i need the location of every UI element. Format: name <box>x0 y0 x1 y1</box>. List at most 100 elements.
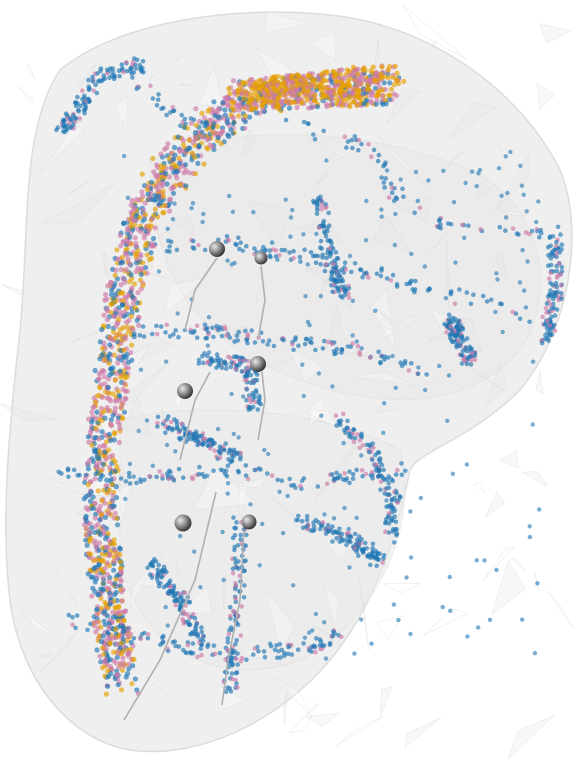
point <box>361 101 367 107</box>
point <box>520 247 525 253</box>
point <box>379 175 385 180</box>
point <box>334 101 340 107</box>
point <box>105 635 111 642</box>
point <box>89 525 95 531</box>
point <box>98 405 104 411</box>
point <box>383 176 389 181</box>
point <box>112 314 118 320</box>
point <box>350 298 355 303</box>
point <box>160 188 166 194</box>
point <box>116 305 122 311</box>
point <box>189 432 195 437</box>
point <box>200 219 205 225</box>
point <box>401 194 406 199</box>
point <box>540 314 545 320</box>
point <box>289 642 294 648</box>
point <box>126 328 132 334</box>
point <box>219 333 225 339</box>
point <box>228 625 234 630</box>
point <box>218 467 224 473</box>
point <box>118 687 125 693</box>
point <box>241 358 247 363</box>
point <box>347 480 352 486</box>
point <box>312 136 318 142</box>
point <box>103 691 109 697</box>
point <box>125 240 131 246</box>
point <box>543 305 549 311</box>
point <box>257 393 262 399</box>
point <box>394 284 400 289</box>
point <box>206 359 211 365</box>
point <box>73 103 79 109</box>
point <box>249 76 255 83</box>
point <box>100 346 106 352</box>
point <box>376 450 382 455</box>
point <box>195 442 200 448</box>
point <box>225 258 230 263</box>
point <box>527 524 532 529</box>
point <box>192 154 198 160</box>
point <box>341 440 346 446</box>
point <box>308 250 314 255</box>
point <box>356 137 362 143</box>
point <box>169 419 174 425</box>
point <box>245 369 251 374</box>
point <box>387 492 392 497</box>
point <box>319 413 324 418</box>
point <box>215 426 221 432</box>
point <box>359 547 365 553</box>
point <box>452 316 458 322</box>
point <box>92 435 98 441</box>
point <box>256 649 261 654</box>
point <box>126 628 131 634</box>
mesh-facet <box>376 615 403 641</box>
point <box>354 537 360 543</box>
point <box>215 106 221 112</box>
point <box>110 635 116 641</box>
point <box>548 280 553 286</box>
point <box>212 448 217 454</box>
point <box>330 384 335 389</box>
mesh-facet <box>358 576 370 651</box>
point <box>331 477 337 483</box>
point <box>395 467 400 473</box>
point <box>150 463 155 468</box>
point <box>369 154 374 159</box>
point <box>89 442 95 448</box>
point <box>127 474 132 480</box>
point <box>261 649 267 654</box>
point <box>225 481 231 486</box>
point <box>146 227 152 233</box>
point <box>236 435 241 440</box>
point <box>342 505 347 511</box>
point <box>155 424 160 429</box>
point <box>306 92 312 98</box>
point <box>296 80 302 86</box>
point <box>245 333 251 339</box>
point <box>121 409 128 415</box>
point <box>404 575 409 580</box>
point <box>517 316 523 322</box>
point <box>113 631 119 636</box>
point <box>345 534 351 540</box>
point <box>88 535 94 541</box>
point <box>113 484 119 490</box>
point <box>233 241 238 247</box>
point <box>252 467 258 473</box>
point <box>389 190 395 195</box>
point <box>224 234 230 239</box>
point <box>125 365 131 371</box>
point <box>100 645 106 651</box>
point <box>120 623 125 629</box>
point <box>293 485 298 491</box>
point <box>125 256 131 262</box>
point <box>192 328 197 334</box>
point <box>415 198 420 204</box>
point <box>228 127 234 133</box>
point <box>147 474 152 479</box>
point <box>315 253 321 259</box>
point <box>96 633 102 639</box>
point <box>85 466 91 472</box>
point <box>139 189 145 195</box>
